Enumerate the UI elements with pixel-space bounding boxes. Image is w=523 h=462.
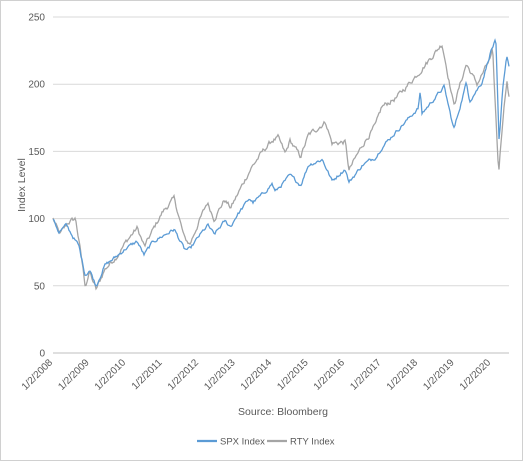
x-tick-label: 1/2/2012	[166, 357, 202, 393]
x-tick-label: 1/2/2016	[312, 357, 348, 393]
x-tick-label: 1/2/2013	[202, 357, 238, 393]
gridlines	[53, 16, 509, 354]
legend-item: RTY Index	[267, 437, 335, 448]
legend-label: SPX Index	[220, 437, 265, 448]
series-line-spx-index	[52, 38, 510, 287]
x-tick-label: 1/2/2008	[20, 357, 56, 393]
y-axis-title: Index Level	[16, 158, 28, 212]
y-tick-label: 200	[28, 80, 45, 91]
x-tick-label: 1/2/2020	[458, 357, 494, 393]
x-tick-label: 1/2/2017	[348, 357, 384, 393]
x-tick-labels: 1/2/2008 1/2/2009 1/2/2010 1/2/2011 1/2/2012…	[20, 357, 494, 393]
y-tick-label: 150	[28, 147, 45, 158]
legend: SPX Index RTY Index	[197, 437, 335, 448]
y-tick-label: 100	[28, 214, 45, 225]
x-tick-label: 1/2/2019	[421, 357, 457, 393]
x-axis-title: Source: Bloomberg	[238, 406, 328, 418]
x-tick-label: 1/2/2018	[385, 357, 421, 393]
y-tick-labels: 0 50 100 150 200 250	[28, 13, 45, 360]
series-line-rty-index	[52, 44, 510, 291]
series-lines	[52, 38, 510, 291]
legend-item: SPX Index	[197, 437, 265, 448]
x-tick-label: 1/2/2010	[93, 357, 129, 393]
x-tick-label: 1/2/2011	[130, 357, 165, 392]
y-tick-label: 50	[34, 281, 46, 292]
x-tick-label: 1/2/2015	[275, 357, 311, 393]
x-tick-label: 1/2/2014	[239, 357, 275, 393]
legend-label: RTY Index	[290, 437, 335, 448]
y-tick-label: 250	[28, 13, 45, 24]
x-tick-label: 1/2/2009	[56, 357, 92, 393]
y-tick-label: 0	[39, 349, 45, 360]
